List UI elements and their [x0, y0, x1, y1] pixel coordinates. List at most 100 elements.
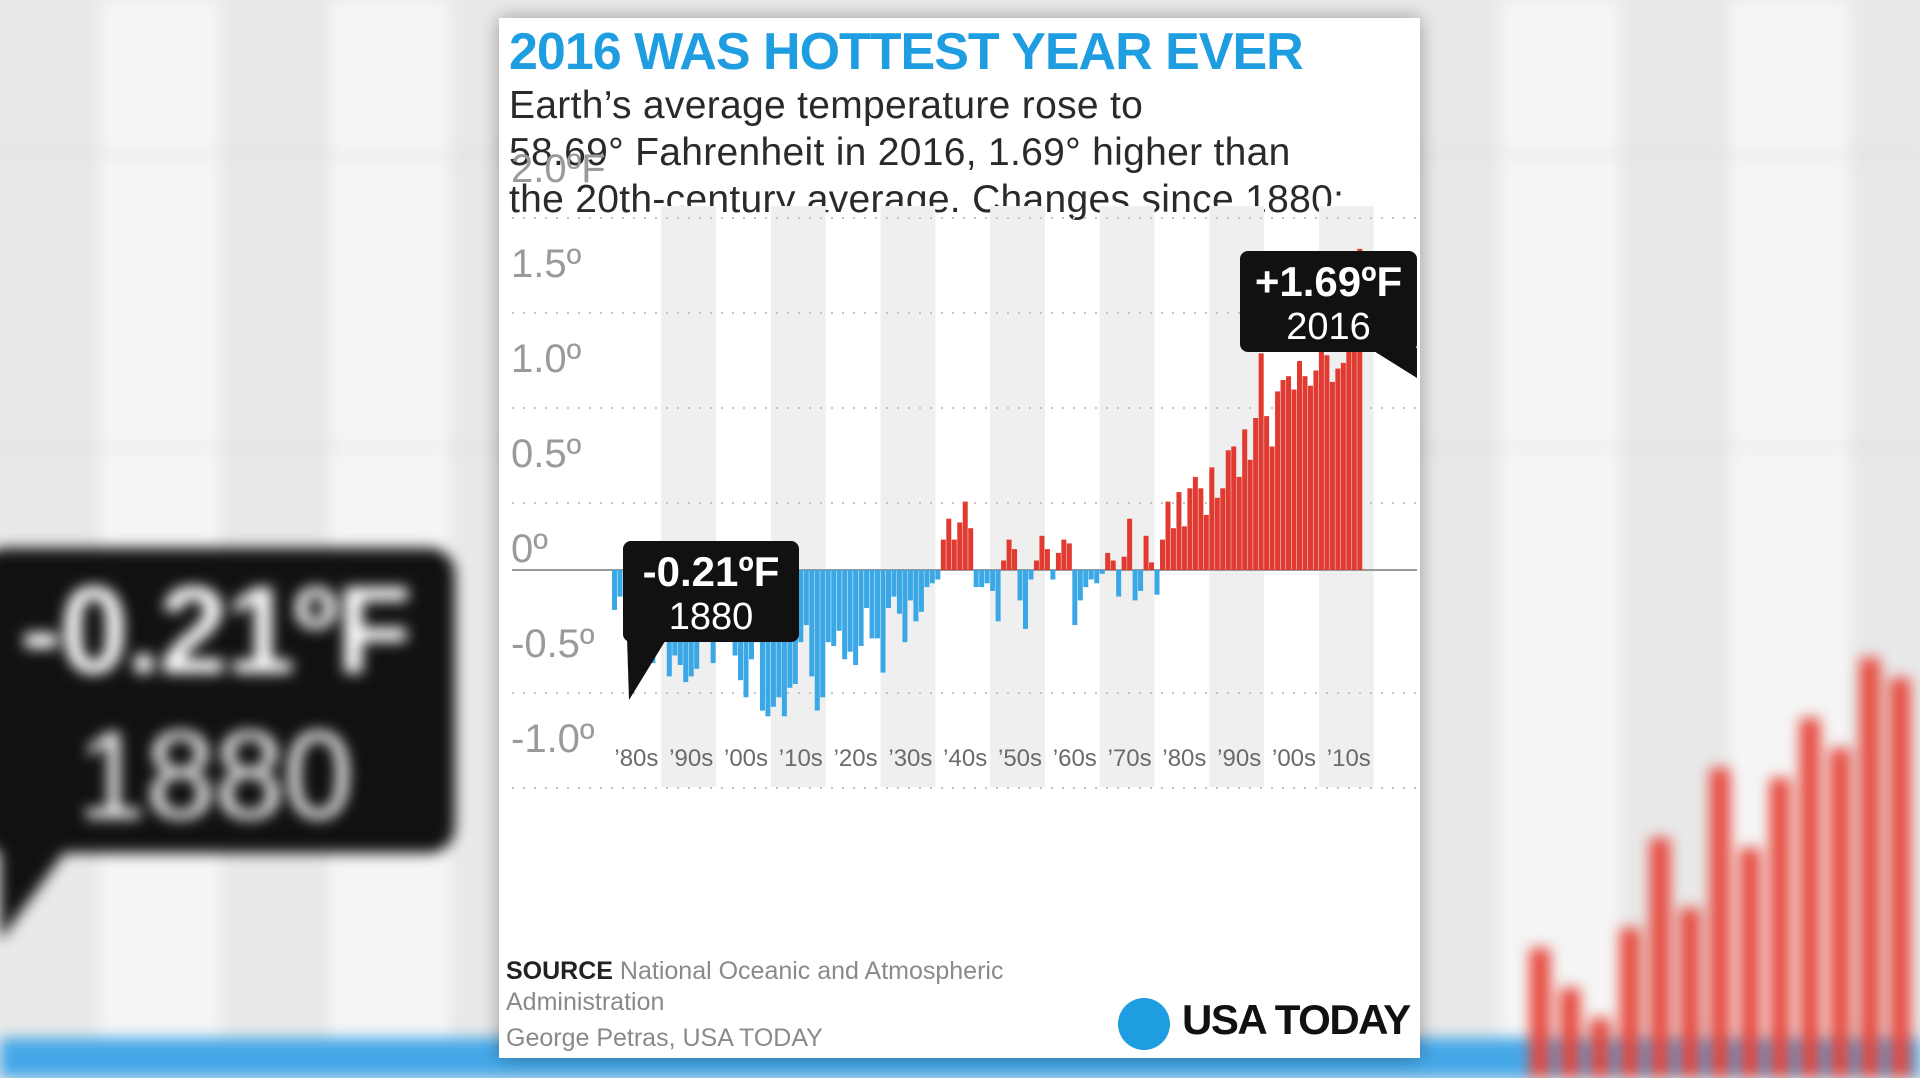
bar-1966: [1083, 570, 1089, 588]
bar-1977: [1143, 535, 1149, 570]
bar-2014: [1346, 323, 1352, 570]
callout-1880: -0.21ºF 1880: [623, 541, 799, 642]
bar-1952: [1006, 539, 1012, 570]
bar-1929: [880, 570, 886, 673]
bar-1968: [1094, 570, 1100, 584]
x-tick-label: ’20s: [834, 745, 878, 772]
bar-1908: [765, 570, 771, 717]
y-tick-label: -1.0º: [511, 717, 595, 761]
bar-1948: [984, 570, 990, 584]
bar-1928: [875, 570, 881, 639]
bar-1914: [798, 570, 804, 643]
bar-1942: [951, 539, 957, 570]
bar-1951: [1001, 560, 1007, 570]
bar-1998: [1258, 353, 1264, 570]
bg-stripe: [330, 0, 450, 1078]
bar-1911: [781, 570, 787, 717]
bar-2013: [1340, 362, 1346, 570]
bar-1978: [1149, 562, 1155, 570]
bar-1990: [1214, 497, 1220, 570]
bar-1979: [1154, 570, 1160, 595]
y-axis-ticks: 2.0ºF 1.5º 1.0º 0.5º 0º -0.5º -1.0º: [511, 147, 606, 761]
bar-1976: [1138, 570, 1144, 591]
bar-1922: [842, 570, 848, 660]
bar-2004: [1291, 389, 1297, 570]
bar-2002: [1280, 380, 1286, 570]
bar-1967: [1088, 570, 1094, 580]
bar-1960: [1050, 570, 1056, 580]
bar-1955: [1023, 570, 1028, 629]
callout-year: 2016: [1286, 306, 1371, 348]
bar-1997: [1253, 418, 1259, 570]
bar-1982: [1170, 528, 1176, 570]
bg-callout: [0, 548, 455, 853]
bg-red-bars: [1440, 560, 1920, 1078]
decade-shade: [1099, 206, 1155, 787]
bar-2000: [1269, 446, 1275, 570]
bar-1974: [1127, 518, 1133, 570]
bar-1964: [1072, 570, 1078, 626]
x-tick-label: ’50s: [998, 745, 1042, 772]
bg-callout-year: 1880: [77, 707, 353, 845]
y-tick-label: 2.0ºF: [511, 147, 606, 191]
bar-1984: [1181, 526, 1187, 570]
x-tick-label: ’70s: [1108, 745, 1152, 772]
x-tick-label: ’80s: [1162, 745, 1206, 772]
bar-2016: [1357, 248, 1363, 570]
bar-1946: [973, 570, 979, 588]
decade-shading: [661, 206, 1374, 787]
bar-1965: [1077, 570, 1083, 601]
bar-2012: [1335, 368, 1341, 570]
bar-1963: [1066, 543, 1072, 570]
bar-1989: [1209, 467, 1215, 570]
bg-callout-value: -0.21ºF: [20, 562, 412, 700]
bar-1956: [1028, 570, 1034, 580]
bar-1972: [1116, 570, 1122, 597]
x-tick-label: ’00s: [1272, 745, 1316, 772]
bar-1944: [962, 501, 968, 570]
bar-2007: [1307, 385, 1313, 570]
bar-1921: [836, 570, 842, 631]
bar-1933: [902, 570, 908, 643]
bar-1969: [1099, 570, 1105, 574]
bar-1949: [990, 570, 996, 591]
bar-1937: [924, 570, 930, 588]
bar-1880: [612, 570, 617, 610]
x-tick-label: ’30s: [888, 745, 932, 772]
usa-today-logo-icon: [1118, 998, 1170, 1050]
x-tick-label: ’90s: [669, 745, 713, 772]
bar-1992: [1225, 450, 1231, 570]
bar-1936: [918, 570, 924, 612]
bar-1988: [1203, 514, 1209, 570]
bar-2009: [1318, 347, 1324, 570]
x-tick-label: ’40s: [943, 745, 987, 772]
bar-1925: [858, 570, 864, 646]
bar-1915: [803, 570, 809, 626]
bar-1971: [1110, 560, 1116, 570]
x-tick-label: ’10s: [1327, 745, 1371, 772]
callout-value: -0.21ºF: [642, 548, 780, 595]
bar-1917: [814, 570, 820, 711]
bar-1953: [1012, 549, 1018, 570]
bar-1961: [1055, 552, 1061, 570]
bar-1980: [1160, 539, 1165, 570]
bar-1987: [1198, 488, 1204, 570]
y-tick-label: 1.5º: [511, 242, 582, 286]
bar-1962: [1061, 539, 1067, 570]
chart-title: 2016 WAS HOTTEST YEAR EVER: [509, 23, 1304, 81]
bg-stripe: [1500, 0, 1620, 1078]
bar-1996: [1247, 459, 1253, 570]
source-text: National Oceanic and Atmospheric Adminis…: [506, 957, 1004, 1016]
source-label: SOURCE: [506, 957, 613, 985]
x-tick-label: ’90s: [1217, 745, 1261, 772]
usa-today-logo-text: USA TODAY: [1182, 996, 1411, 1043]
bar-1927: [869, 570, 875, 639]
bar-1930: [886, 570, 891, 608]
bar-2011: [1329, 381, 1335, 570]
bar-1970: [1105, 552, 1111, 570]
bar-1973: [1121, 556, 1127, 570]
y-tick-label: -0.5º: [511, 622, 595, 666]
bar-1940: [940, 539, 946, 570]
bar-2010: [1324, 355, 1330, 570]
bar-2015: [1351, 264, 1357, 570]
